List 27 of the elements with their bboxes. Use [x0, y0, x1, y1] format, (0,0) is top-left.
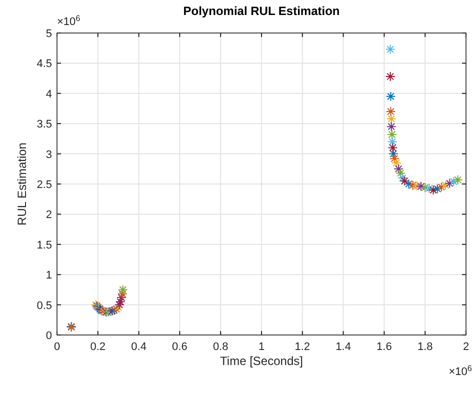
text: ×10$^{6}$ [448, 364, 472, 378]
x-tick-label: 0.8 [212, 341, 228, 353]
x-tick-label: 0 [54, 341, 60, 353]
y-tick-label: 0.5 [36, 300, 52, 312]
x-tick-label: 0.4 [131, 341, 146, 353]
y-tick-label: 0 [46, 330, 52, 342]
x-tick-label: 1.8 [417, 341, 433, 353]
text: ×10$^{6}$ [57, 14, 81, 28]
y-tick-label: 1.5 [36, 239, 52, 252]
y-axis-title: RUL Estimation [15, 142, 29, 226]
x-tick-label: 2 [462, 341, 470, 353]
x-tick-label: 1 [258, 341, 265, 353]
y-tick-label: 1 [46, 270, 52, 282]
y-tick-label: 4 [46, 88, 52, 100]
y-tick-label: 2 [46, 209, 52, 222]
x-axis-title: Time [Seconds] [220, 354, 303, 368]
x-tick-label: 1.6 [376, 341, 392, 353]
x-tick-label: 0.6 [172, 341, 188, 353]
x-tick-label: 1.4 [336, 341, 351, 353]
y-tick-label: 3 [46, 148, 52, 161]
x-tick-label: 0.2 [90, 341, 106, 353]
y-tick-label: 3.5 [36, 118, 52, 131]
y-tick-label: 2.5 [36, 179, 52, 191]
chart-title: Polynomial RUL Estimation [183, 4, 340, 18]
x-tick-label: 1.2 [294, 341, 310, 353]
y-tick-label: 5 [46, 28, 52, 40]
y-tick-label: 4.5 [36, 58, 52, 70]
